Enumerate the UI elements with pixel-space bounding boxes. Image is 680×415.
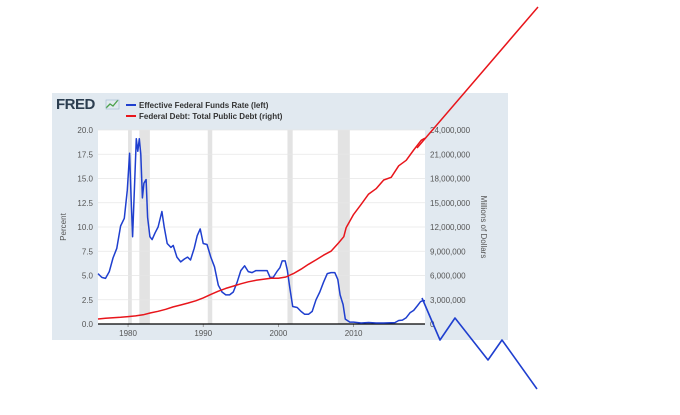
fred-logo: FRED bbox=[56, 96, 96, 113]
left-tick-label: 7.5 bbox=[82, 247, 94, 256]
right-tick-label: 12,000,000 bbox=[430, 223, 471, 232]
left-tick-label: 2.5 bbox=[82, 296, 94, 305]
right-tick-label: 6,000,000 bbox=[430, 272, 466, 281]
legend-label-public-debt: Federal Debt: Total Public Debt (right) bbox=[139, 112, 283, 121]
series-lines bbox=[97, 137, 426, 324]
left-tick-label: 20.0 bbox=[77, 126, 93, 135]
right-tick-label: 24,000,000 bbox=[430, 126, 471, 135]
right-tick-label: 3,000,000 bbox=[430, 296, 466, 305]
left-tick-label: 5.0 bbox=[82, 272, 94, 281]
right-tick-label: 9,000,000 bbox=[430, 247, 466, 256]
left-tick-label: 15.0 bbox=[77, 175, 93, 184]
x-tick-label: 1990 bbox=[194, 329, 212, 338]
right-tick-label: 18,000,000 bbox=[430, 175, 471, 184]
rate-extension-line bbox=[421, 297, 538, 390]
hand-drawn-extension-lines bbox=[416, 6, 539, 390]
x-tick-label: 1980 bbox=[119, 329, 137, 338]
right-axis-title: Millions of Dollars bbox=[479, 196, 488, 259]
left-axis-title: Percent bbox=[59, 212, 68, 240]
x-tick-label: 2010 bbox=[345, 329, 363, 338]
legend-label-funds-rate: Effective Federal Funds Rate (left) bbox=[139, 101, 269, 110]
left-tick-label: 17.5 bbox=[77, 150, 93, 159]
right-axis-ticks: 03,000,0006,000,0009,000,00012,000,00015… bbox=[430, 126, 471, 329]
gridlines bbox=[98, 129, 425, 301]
left-tick-label: 0.0 bbox=[82, 320, 94, 329]
series-line-funds-rate bbox=[97, 137, 425, 324]
debt-extension-line bbox=[416, 6, 539, 149]
series-line-public-debt bbox=[97, 137, 426, 320]
right-tick-label: 15,000,000 bbox=[430, 199, 471, 208]
left-tick-label: 12.5 bbox=[77, 199, 93, 208]
x-tick-label: 2000 bbox=[270, 329, 288, 338]
right-tick-label: 21,000,000 bbox=[430, 150, 471, 159]
line-chart-icon bbox=[105, 99, 120, 110]
left-tick-label: 10.0 bbox=[77, 223, 93, 232]
left-axis-ticks: 0.0 2.5 5.0 7.5 10.0 12.5 15.0 17.5 20.0 bbox=[77, 126, 93, 329]
